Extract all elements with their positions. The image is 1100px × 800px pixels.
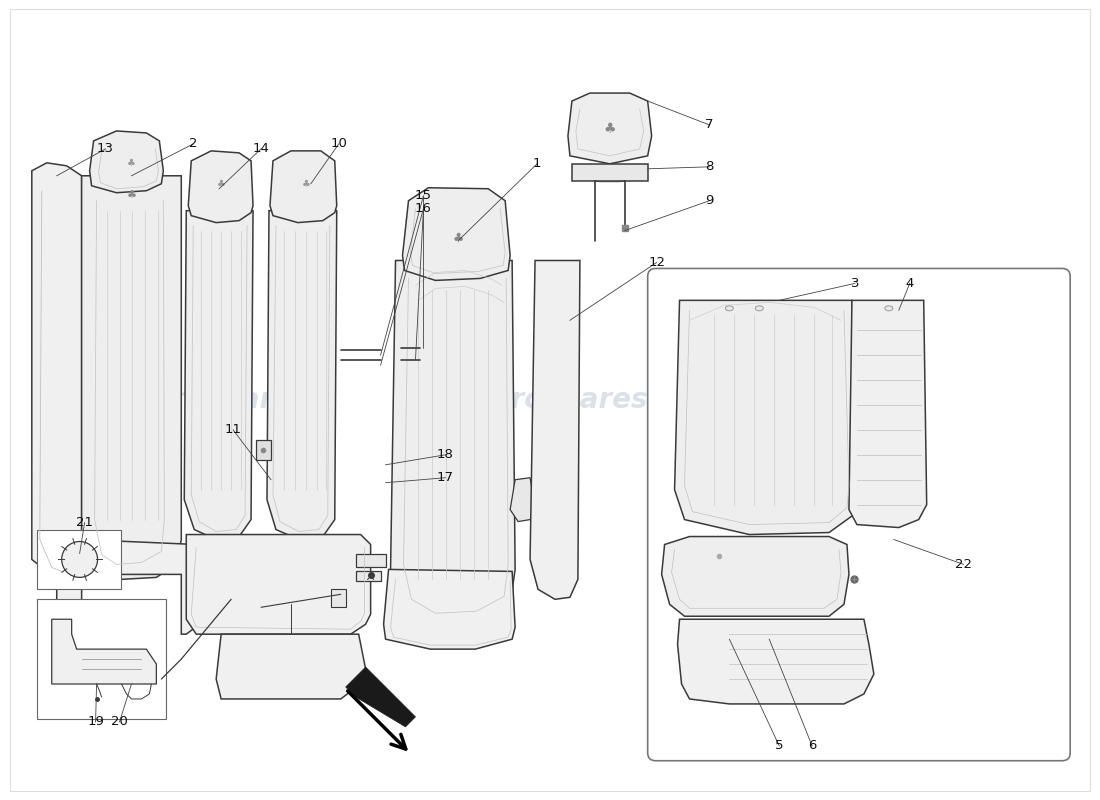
Text: 18: 18 [437, 448, 454, 462]
Text: 11: 11 [224, 423, 242, 436]
Text: 10: 10 [330, 138, 348, 150]
Polygon shape [52, 619, 156, 684]
Text: 15: 15 [415, 190, 432, 202]
Polygon shape [345, 667, 416, 727]
Polygon shape [81, 176, 182, 579]
Polygon shape [849, 300, 926, 527]
Text: ♣: ♣ [126, 190, 136, 201]
Text: 22: 22 [955, 558, 972, 571]
Text: 4: 4 [905, 277, 914, 290]
Polygon shape [510, 478, 535, 522]
Circle shape [62, 542, 98, 578]
Text: ♣: ♣ [128, 158, 135, 168]
Text: 8: 8 [705, 160, 714, 174]
Polygon shape [384, 570, 515, 649]
Text: eurospares: eurospares [133, 386, 309, 414]
Text: 12: 12 [648, 256, 666, 269]
Polygon shape [678, 619, 873, 704]
Polygon shape [256, 440, 271, 460]
Text: 2: 2 [189, 138, 198, 150]
Polygon shape [89, 131, 163, 193]
Text: ♣: ♣ [453, 232, 464, 245]
Polygon shape [267, 210, 337, 539]
Polygon shape [390, 261, 515, 624]
Polygon shape [355, 571, 381, 582]
Polygon shape [572, 164, 648, 181]
Text: ♣: ♣ [217, 178, 226, 189]
Polygon shape [36, 599, 166, 719]
Polygon shape [403, 188, 510, 281]
Text: 1: 1 [532, 158, 541, 170]
Polygon shape [270, 151, 337, 222]
Text: 7: 7 [705, 118, 714, 131]
Text: 13: 13 [97, 142, 114, 155]
Polygon shape [57, 539, 206, 634]
FancyBboxPatch shape [648, 269, 1070, 761]
Text: 6: 6 [807, 739, 816, 752]
Text: 9: 9 [705, 194, 714, 207]
Polygon shape [568, 93, 651, 164]
Text: 17: 17 [437, 471, 454, 484]
Polygon shape [36, 530, 121, 590]
Text: eurospares: eurospares [472, 386, 648, 414]
Ellipse shape [725, 306, 734, 311]
Polygon shape [530, 261, 580, 599]
Text: 16: 16 [415, 202, 432, 215]
Text: 19: 19 [87, 715, 104, 728]
Polygon shape [217, 634, 365, 699]
Polygon shape [188, 151, 253, 222]
Ellipse shape [756, 306, 763, 311]
Polygon shape [185, 210, 253, 539]
Polygon shape [32, 163, 81, 579]
Polygon shape [331, 590, 345, 607]
Polygon shape [355, 554, 386, 567]
Text: 20: 20 [111, 715, 128, 728]
Polygon shape [186, 534, 371, 634]
Text: 14: 14 [253, 142, 270, 155]
Text: ♣: ♣ [604, 122, 616, 136]
Ellipse shape [884, 306, 893, 311]
Text: 3: 3 [850, 277, 859, 290]
Text: ♣: ♣ [301, 178, 310, 189]
Polygon shape [674, 300, 857, 534]
Polygon shape [661, 537, 849, 616]
Text: 21: 21 [76, 516, 94, 529]
Text: 5: 5 [776, 739, 783, 752]
